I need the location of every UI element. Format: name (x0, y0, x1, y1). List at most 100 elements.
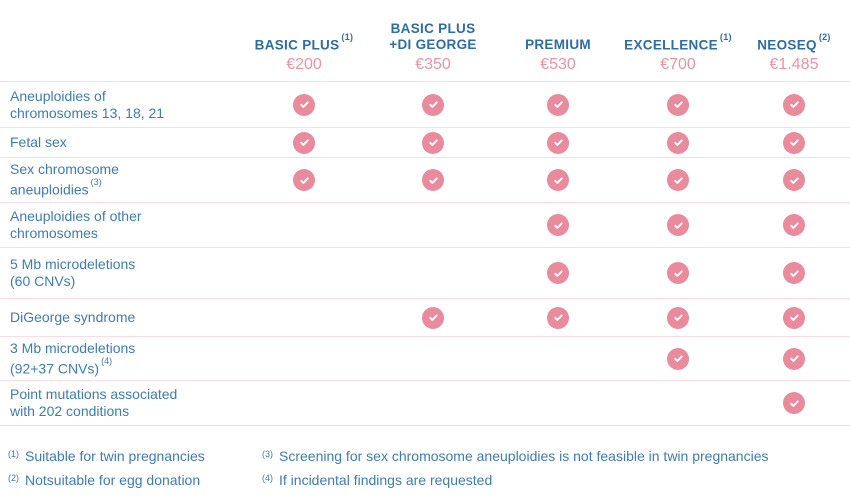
feature-label-text: DiGeorge syndrome (10, 309, 136, 325)
check-icon (783, 347, 805, 370)
package-price: €350 (415, 56, 451, 73)
feature-label-text: chromosomes (10, 225, 98, 241)
check-cell (240, 131, 368, 154)
feature-label: Point mutations associated with 202 condi… (0, 386, 240, 420)
check-cell (738, 392, 850, 414)
check-cell (738, 306, 850, 329)
footnote-marker: (4) (101, 355, 113, 366)
feature-label-line: chromosomes (10, 225, 240, 242)
check-icon (293, 169, 315, 191)
feature-label: Fetal sex (0, 134, 240, 151)
package-name-line: NEOSEQ(2) (757, 31, 831, 54)
package-name-line: BASIC PLUS (389, 21, 476, 37)
column-header-excellence: EXCELLENCE(1) €700 (618, 0, 738, 81)
check-cell (240, 93, 368, 116)
footnote-marker: (1) (8, 449, 19, 459)
package-name: BASIC PLUS +DI GEORGE (389, 21, 476, 53)
package-name-line: +DI GEORGE (389, 37, 476, 53)
check-icon (547, 93, 569, 116)
feature-label-line: aneuploidies (3) (10, 177, 240, 199)
table-row-aneuploidies-of-chromosomes-13-18-21: Aneuploidies of chromosomes 13, 18, 21 (0, 81, 850, 127)
feature-label: DiGeorge syndrome (0, 309, 240, 326)
table-row-sex-chromosome-aneuploidies: Sex chromosome aneuploidies (3) (0, 157, 850, 202)
package-name: NEOSEQ(2) (757, 31, 831, 54)
check-cell (618, 306, 738, 329)
check-icon (783, 131, 805, 154)
feature-label-line: Fetal sex (10, 134, 240, 151)
check-cell (738, 131, 850, 154)
footnote-marker: (4) (262, 473, 273, 483)
package-price: €200 (286, 56, 322, 73)
package-price: €530 (540, 56, 576, 73)
check-icon (422, 306, 444, 329)
check-icon (293, 93, 315, 116)
check-cell (618, 93, 738, 116)
table-row-point-mutations-associated-with-202-conditions: Point mutations associated with 202 condi… (0, 380, 850, 425)
table-body: Aneuploidies of chromosomes 13, 18, 21 Fet… (0, 81, 850, 426)
footnote: (2) Notsuitable for egg donation (8, 470, 262, 492)
package-name-text: BASIC PLUS (254, 37, 340, 52)
column-header-basic-plus-di-george: BASIC PLUS +DI GEORGE €350 (368, 0, 498, 81)
check-cell (738, 347, 850, 370)
check-icon (667, 169, 689, 191)
feature-label: Sex chromosome aneuploidies (3) (0, 161, 240, 199)
check-icon (783, 392, 805, 414)
footnote: (3) Screening for sex chromosome aneuploi… (262, 446, 850, 468)
feature-label-line: Aneuploidies of other (10, 208, 240, 225)
column-header-neoseq: NEOSEQ(2) €1.485 (738, 0, 850, 81)
check-icon (667, 306, 689, 329)
feature-label-line: Point mutations associated (10, 386, 240, 403)
check-cell (618, 262, 738, 284)
check-icon (667, 131, 689, 154)
check-cell (498, 262, 618, 284)
feature-label: 3 Mb microdeletions (92+37 CNVs) (4) (0, 340, 240, 378)
feature-label-text: Point mutations associated (10, 386, 178, 402)
check-cell (368, 93, 498, 116)
table-row-5-mb-microdeletions-60-cnvs: 5 Mb microdeletions (60 CNVs) (0, 247, 850, 298)
check-cell (738, 169, 850, 191)
check-icon (667, 214, 689, 236)
feature-label-line: with 202 conditions (10, 403, 240, 420)
package-price: €700 (660, 56, 696, 73)
footnotes: (1) Suitable for twin pregnancies (2) Notsu… (0, 446, 850, 494)
footnote-marker: (2) (818, 31, 831, 42)
check-cell (618, 131, 738, 154)
feature-label-text: aneuploidies (10, 181, 89, 198)
check-icon (667, 93, 689, 116)
check-cell (498, 169, 618, 191)
check-cell (618, 169, 738, 191)
check-cell (738, 93, 850, 116)
check-icon (783, 306, 805, 329)
feature-label-text: (60 CNVs) (10, 273, 76, 289)
feature-label-line: 3 Mb microdeletions (10, 340, 240, 357)
feature-label-text: Aneuploidies of other (10, 208, 142, 224)
check-cell (618, 347, 738, 370)
check-icon (547, 131, 569, 154)
package-name-text: PREMIUM (525, 37, 591, 52)
feature-label-line: Sex chromosome (10, 161, 240, 178)
check-icon (783, 169, 805, 191)
feature-label-line: DiGeorge syndrome (10, 309, 240, 326)
footnote-marker: (3) (90, 177, 102, 188)
check-icon (422, 169, 444, 191)
check-cell (368, 169, 498, 191)
feature-label-line: Aneuploidies of (10, 88, 240, 105)
footnote-marker: (1) (719, 31, 732, 42)
package-name-text: +DI GEORGE (389, 37, 477, 52)
feature-label-text: (92+37 CNVs) (10, 360, 100, 377)
feature-label-line: chromosomes 13, 18, 21 (10, 105, 240, 122)
check-icon (547, 262, 569, 284)
feature-label-text: chromosomes 13, 18, 21 (10, 104, 165, 121)
feature-label: Aneuploidies of other chromosomes (0, 208, 240, 242)
footnote: (1) Suitable for twin pregnancies (8, 446, 262, 468)
footnote-text: Notsuitable for egg donation (25, 472, 201, 488)
feature-label: Aneuploidies of chromosomes 13, 18, 21 (0, 88, 240, 122)
feature-label: 5 Mb microdeletions (60 CNVs) (0, 256, 240, 290)
check-icon (293, 131, 315, 154)
footnote-text: Suitable for twin pregnancies (25, 448, 205, 464)
check-cell (498, 131, 618, 154)
footnotes-left-column: (1) Suitable for twin pregnancies (2) Notsu… (8, 446, 262, 494)
check-cell (738, 214, 850, 236)
feature-label-text: with 202 conditions (10, 403, 130, 419)
